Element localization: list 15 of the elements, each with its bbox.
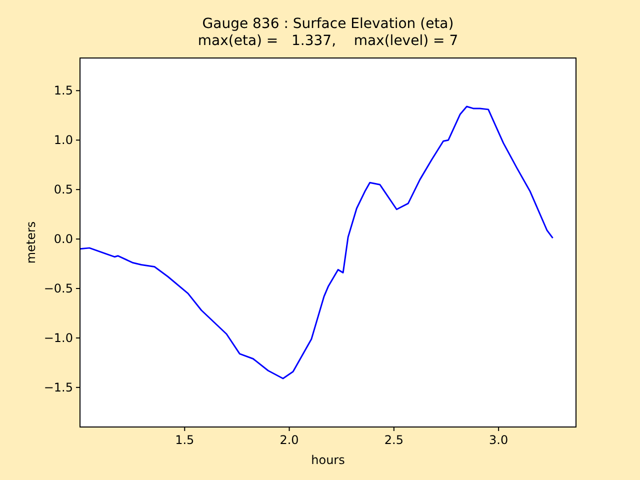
y-tick-label: 0.0 bbox=[54, 232, 73, 246]
x-axis-title: hours bbox=[311, 453, 345, 467]
x-tick-label: 3.0 bbox=[489, 433, 508, 447]
y-tick-label: −1.0 bbox=[44, 330, 73, 345]
y-axis-title: meters bbox=[24, 221, 38, 264]
y-tick-label: 1.0 bbox=[54, 133, 73, 148]
y-tick-label: −0.5 bbox=[44, 282, 73, 296]
x-tick-label: 1.5 bbox=[175, 433, 194, 447]
line-series bbox=[80, 106, 554, 380]
x-tick-label: 2.5 bbox=[384, 433, 404, 447]
y-tick-label: 0.5 bbox=[54, 182, 73, 197]
x-tick-label: 2.0 bbox=[280, 433, 299, 447]
chart-title: Gauge 836 : Surface Elevation (eta) max(eta) = 1.337, max(level) = 7 bbox=[198, 16, 458, 49]
y-tick-label: 1.5 bbox=[54, 84, 73, 98]
y-tick-label: −1.5 bbox=[44, 380, 73, 394]
